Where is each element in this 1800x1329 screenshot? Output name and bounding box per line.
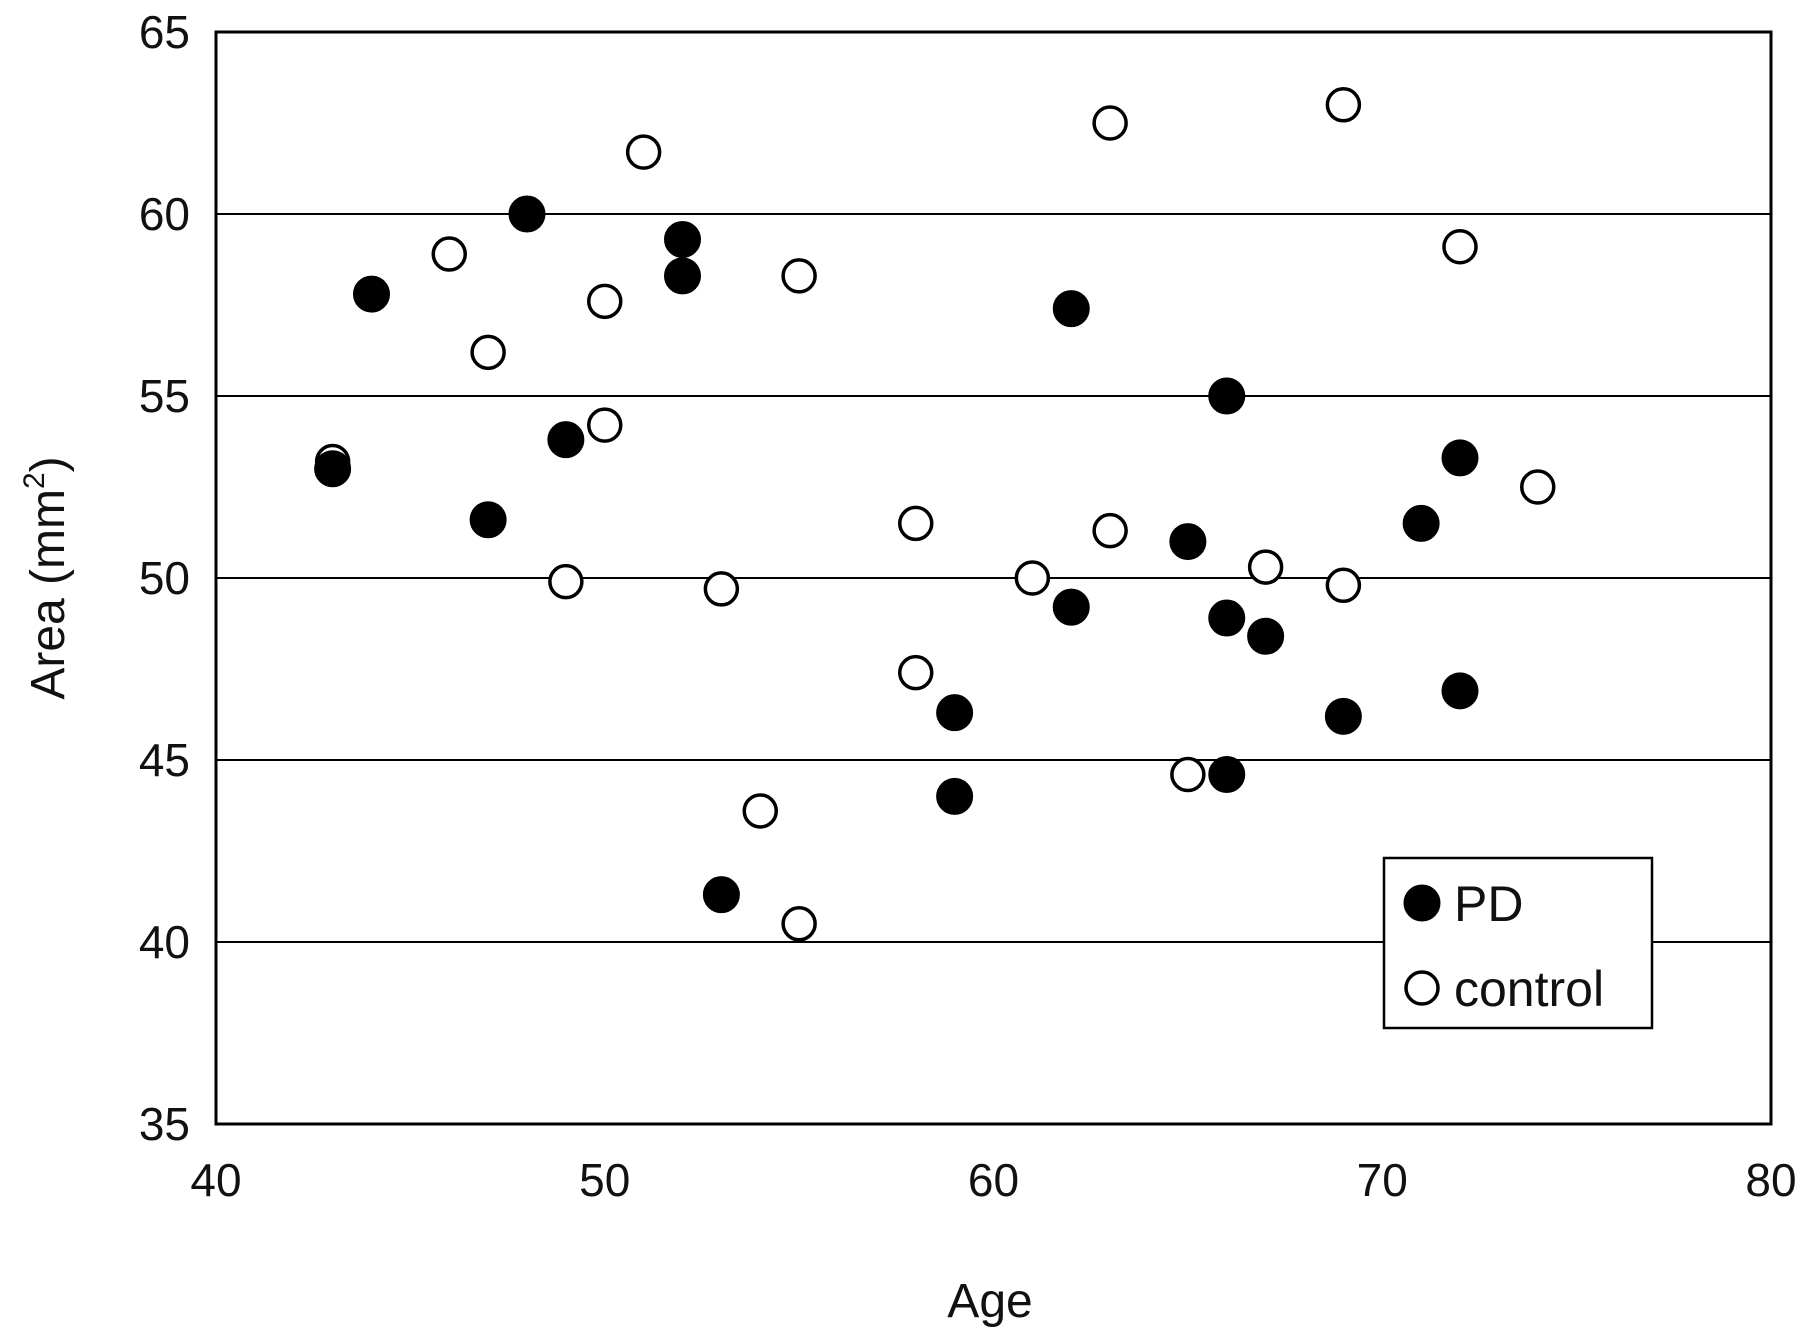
legend-marker-pd	[1403, 884, 1441, 922]
y-axis-title-superscript: 2	[18, 472, 51, 489]
x-tick-label: 60	[968, 1154, 1019, 1206]
pd-point	[936, 694, 974, 732]
x-tick-label: 80	[1745, 1154, 1796, 1206]
y-tick-label: 65	[139, 6, 190, 58]
x-axis-ticks: 40 50 60 70 80	[190, 1154, 1796, 1206]
pd-point	[547, 421, 585, 459]
y-tick-label: 50	[139, 552, 190, 604]
pd-point	[702, 876, 740, 914]
pd-point	[314, 450, 352, 488]
control-point	[781, 258, 817, 294]
control-point	[1092, 105, 1128, 141]
x-tick-label: 70	[1357, 1154, 1408, 1206]
pd-point	[1052, 290, 1090, 328]
y-tick-label: 60	[139, 188, 190, 240]
control-point	[1325, 87, 1362, 123]
control-point	[587, 283, 623, 320]
legend: PD control	[1382, 856, 1654, 1030]
pd-point	[1208, 377, 1246, 415]
control-point	[781, 906, 817, 942]
control-point	[1520, 469, 1556, 505]
pd-point	[1052, 588, 1090, 626]
control-point	[1247, 549, 1284, 585]
control-point	[703, 571, 740, 607]
control-point	[898, 654, 934, 691]
legend-label-pd: PD	[1454, 876, 1523, 932]
control-point	[1442, 229, 1478, 265]
control-point	[587, 407, 623, 443]
pd-point	[664, 257, 701, 295]
y-axis-title: Area (mm2)	[18, 456, 75, 699]
y-tick-label: 40	[139, 916, 190, 968]
legend-label-control: control	[1454, 961, 1604, 1017]
legend-marker-control	[1404, 970, 1440, 1006]
y-tick-label: 35	[139, 1098, 190, 1150]
y-axis-title-close: )	[22, 456, 75, 472]
control-point	[470, 334, 506, 371]
pd-point	[936, 777, 974, 815]
control-point	[1014, 560, 1051, 596]
x-axis-title: Age	[947, 1275, 1032, 1328]
pd-point	[1208, 756, 1246, 794]
pd-point	[1441, 672, 1479, 710]
control-point	[1170, 756, 1206, 793]
pd-point	[664, 220, 701, 258]
control-point	[1092, 512, 1128, 549]
control-point	[548, 563, 584, 600]
y-tick-label: 45	[139, 734, 190, 786]
pd-point	[508, 195, 546, 233]
y-tick-label: 55	[139, 370, 190, 422]
pd-point	[1208, 599, 1246, 637]
y-axis-ticks: 35 40 45 50 55 60 65	[139, 6, 190, 1150]
control-point	[898, 505, 934, 542]
x-tick-label: 40	[190, 1154, 241, 1206]
plot-area-frame	[214, 30, 1773, 1126]
pd-point	[353, 275, 390, 313]
control-point	[431, 236, 467, 272]
grid-lines	[216, 213, 1771, 943]
y-axis-title-main: Area (mm	[22, 489, 75, 700]
pd-point	[469, 501, 507, 539]
x-tick-label: 50	[579, 1154, 630, 1206]
control-point	[625, 134, 662, 170]
control-point	[742, 793, 778, 829]
pd-point	[1441, 439, 1479, 477]
pd-point	[1169, 523, 1207, 561]
pd-point	[1324, 697, 1362, 735]
pd-point	[1247, 617, 1285, 655]
pd-point	[1402, 504, 1440, 542]
data-points	[314, 87, 1556, 942]
control-point	[1325, 567, 1362, 604]
